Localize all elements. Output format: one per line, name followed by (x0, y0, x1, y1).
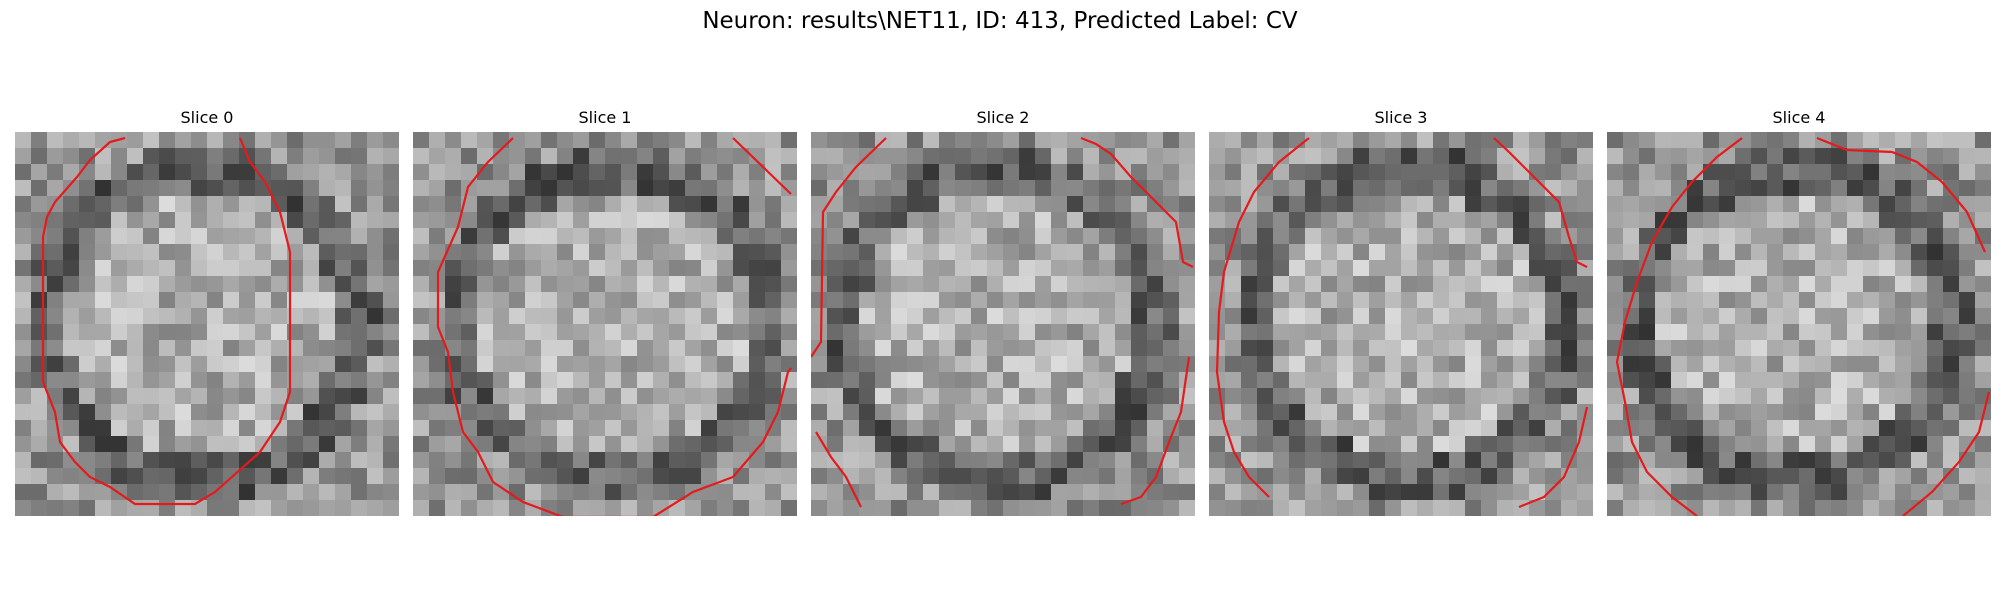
cell-contour-4c (1902, 391, 1991, 516)
cell-contour-3c (1518, 406, 1589, 509)
cell-contour-4b (1816, 136, 1987, 253)
slice-pixels-3 (1209, 132, 1593, 516)
slice-title-2: Slice 2 (976, 108, 1030, 127)
figure-title: Neuron: results\NET11, ID: 413, Predicte… (702, 8, 1298, 34)
cell-contour-3 (1215, 137, 1310, 498)
cell-contour-1 (436, 137, 792, 516)
slice-title-3: Slice 3 (1374, 108, 1428, 127)
cell-contour-2b (1080, 136, 1194, 268)
cell-contour-2c (1120, 356, 1191, 506)
slice-image-2 (811, 132, 1195, 516)
slice-title-1: Slice 1 (578, 108, 632, 127)
slice-pixels-1 (413, 132, 797, 516)
cell-contour-3b (1493, 137, 1588, 268)
cell-contour-2d (815, 431, 862, 508)
slice-image-3 (1209, 132, 1593, 516)
slice-image-0 (15, 132, 399, 516)
slice-title-0: Slice 0 (180, 108, 234, 127)
slice-title-4: Slice 4 (1772, 108, 1826, 127)
slice-pixels-2 (811, 132, 1195, 516)
slice-pixels-0 (15, 132, 399, 516)
cell-contour-1b (732, 137, 792, 195)
cell-contour-4 (1615, 137, 1743, 516)
cell-contour-0 (41, 136, 292, 506)
cell-contour-2 (811, 137, 887, 358)
slice-image-1 (413, 132, 797, 516)
slice-image-4 (1607, 132, 1991, 516)
slice-pixels-4 (1607, 132, 1991, 516)
